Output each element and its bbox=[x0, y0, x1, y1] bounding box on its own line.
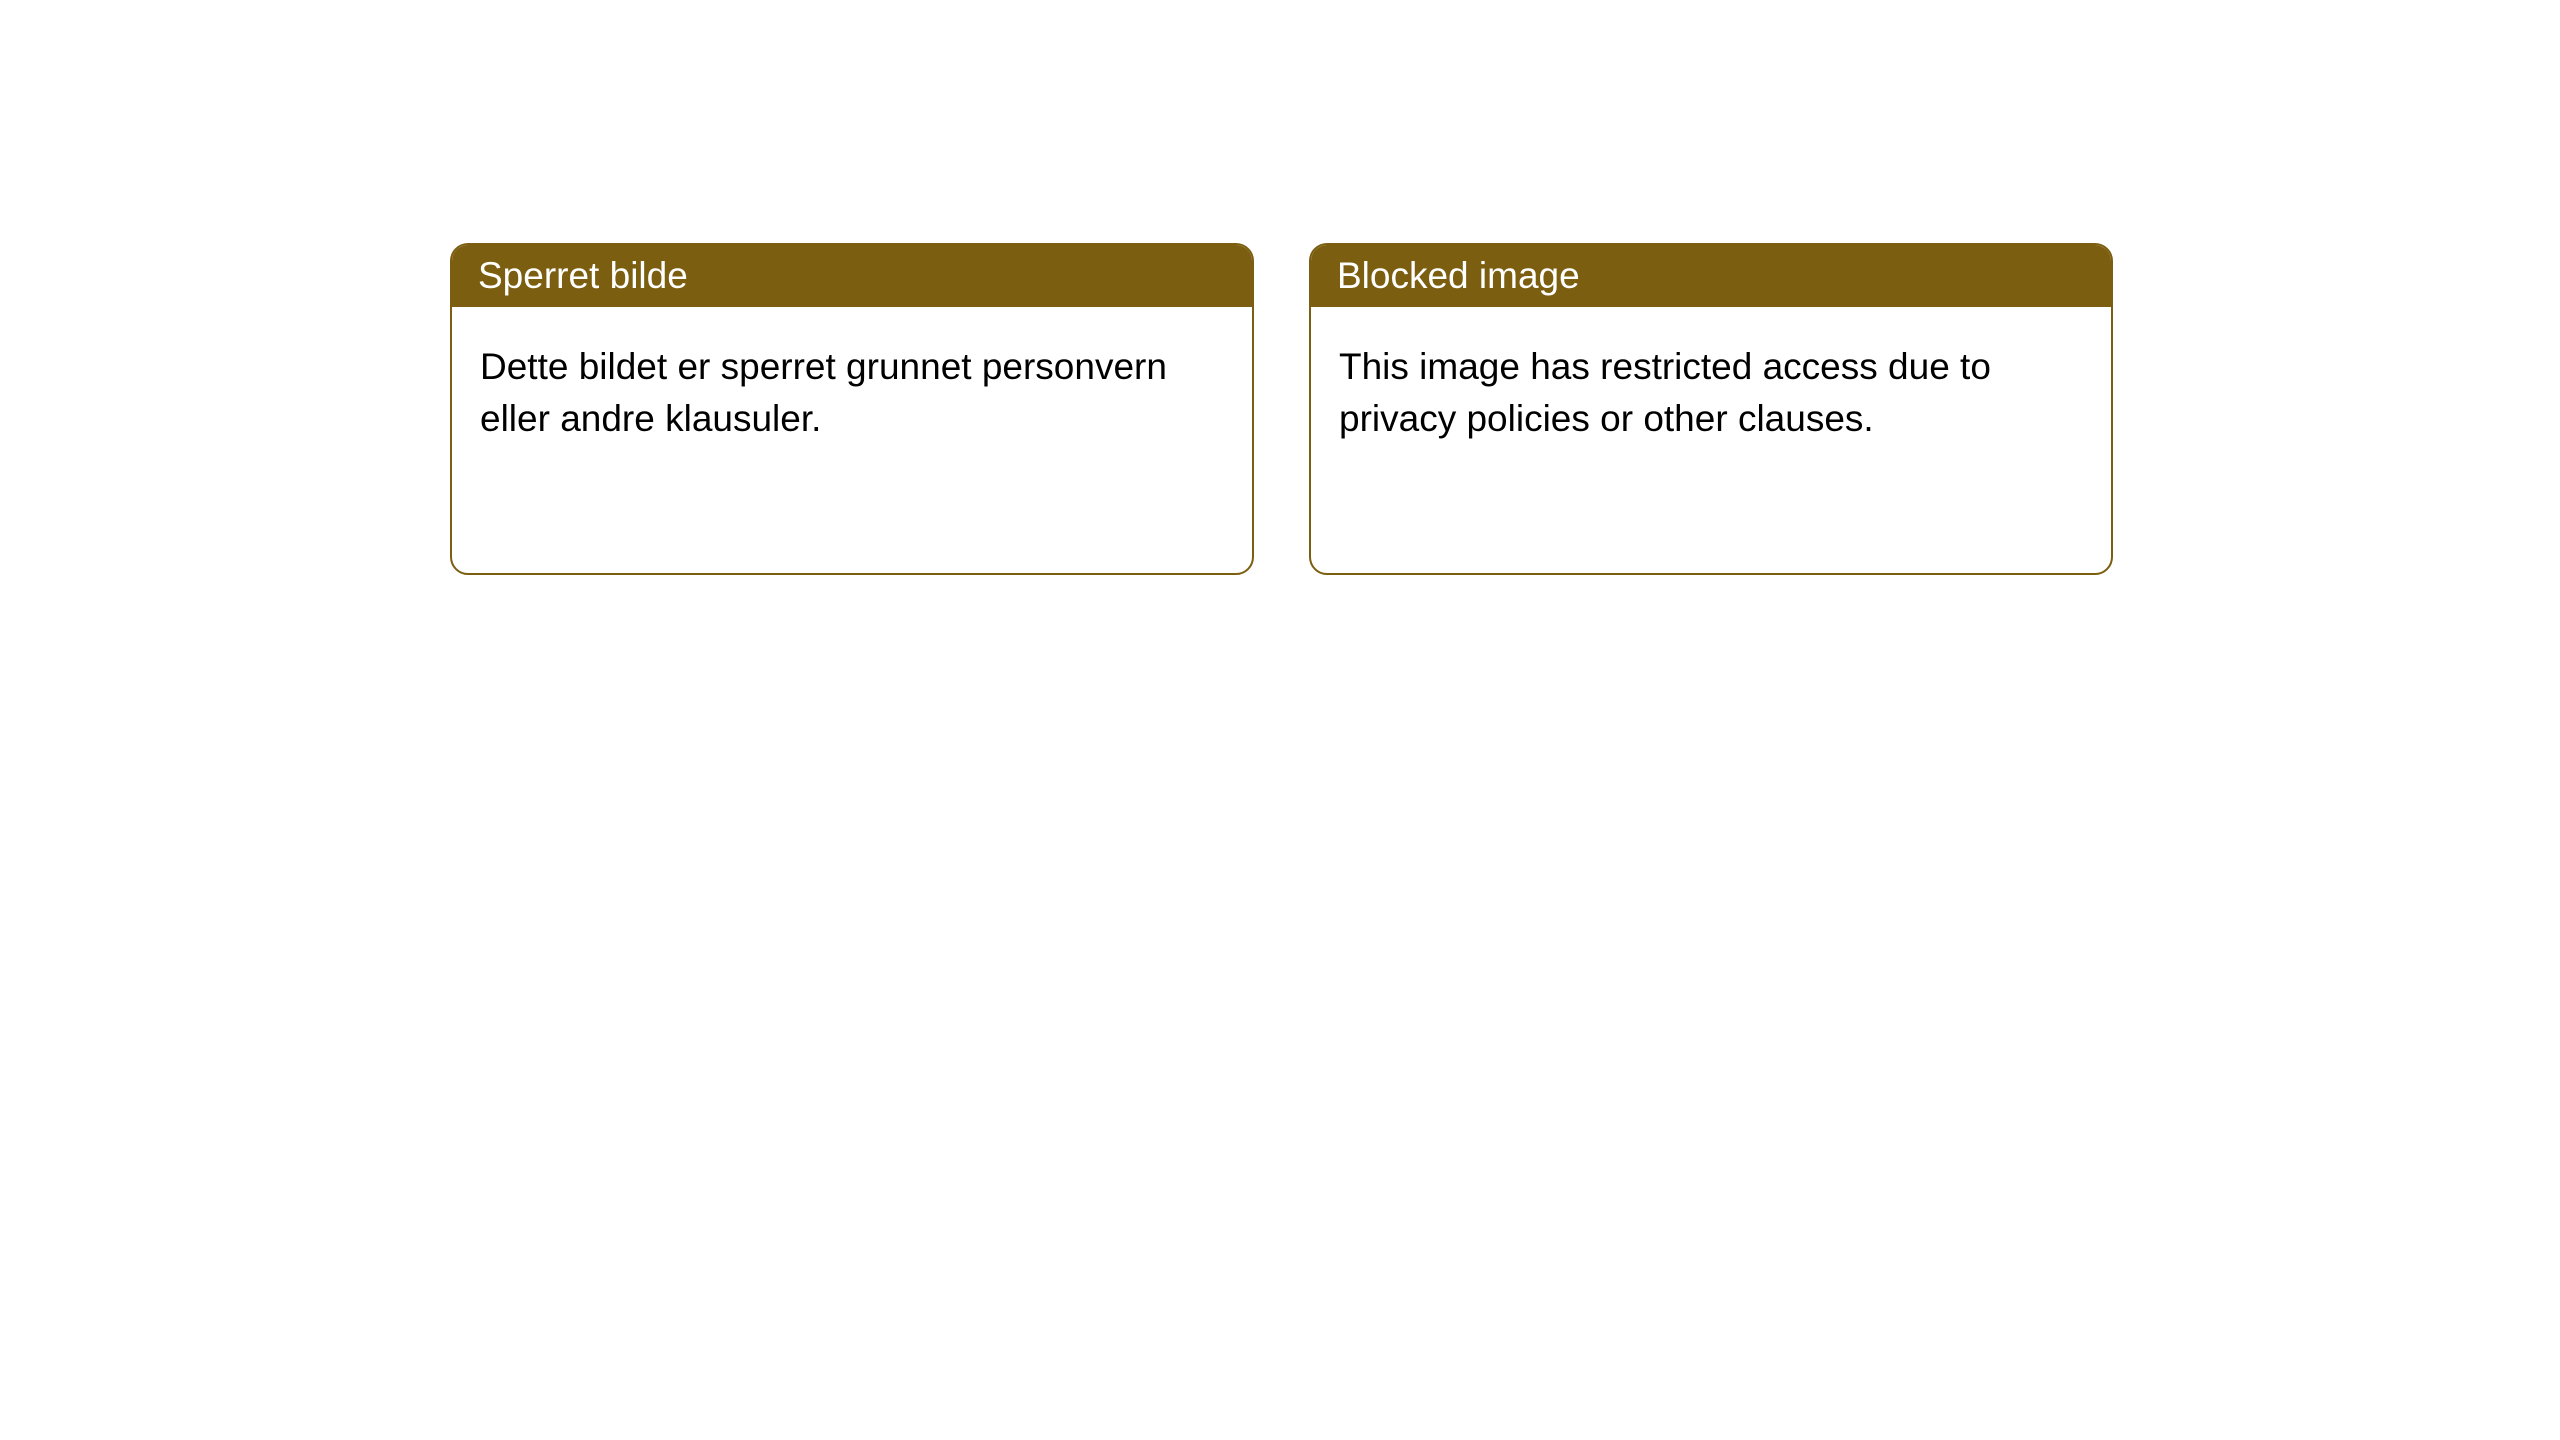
panel-title: Blocked image bbox=[1337, 255, 1580, 296]
panel-body: Dette bildet er sperret grunnet personve… bbox=[452, 307, 1252, 479]
panel-body-text: This image has restricted access due to … bbox=[1339, 346, 1991, 439]
panel-header: Sperret bilde bbox=[452, 245, 1252, 307]
panels-container: Sperret bilde Dette bildet er sperret gr… bbox=[0, 0, 2560, 575]
panel-title: Sperret bilde bbox=[478, 255, 688, 296]
panel-body-text: Dette bildet er sperret grunnet personve… bbox=[480, 346, 1167, 439]
blocked-image-panel-no: Sperret bilde Dette bildet er sperret gr… bbox=[450, 243, 1254, 575]
panel-header: Blocked image bbox=[1311, 245, 2111, 307]
panel-body: This image has restricted access due to … bbox=[1311, 307, 2111, 479]
blocked-image-panel-en: Blocked image This image has restricted … bbox=[1309, 243, 2113, 575]
